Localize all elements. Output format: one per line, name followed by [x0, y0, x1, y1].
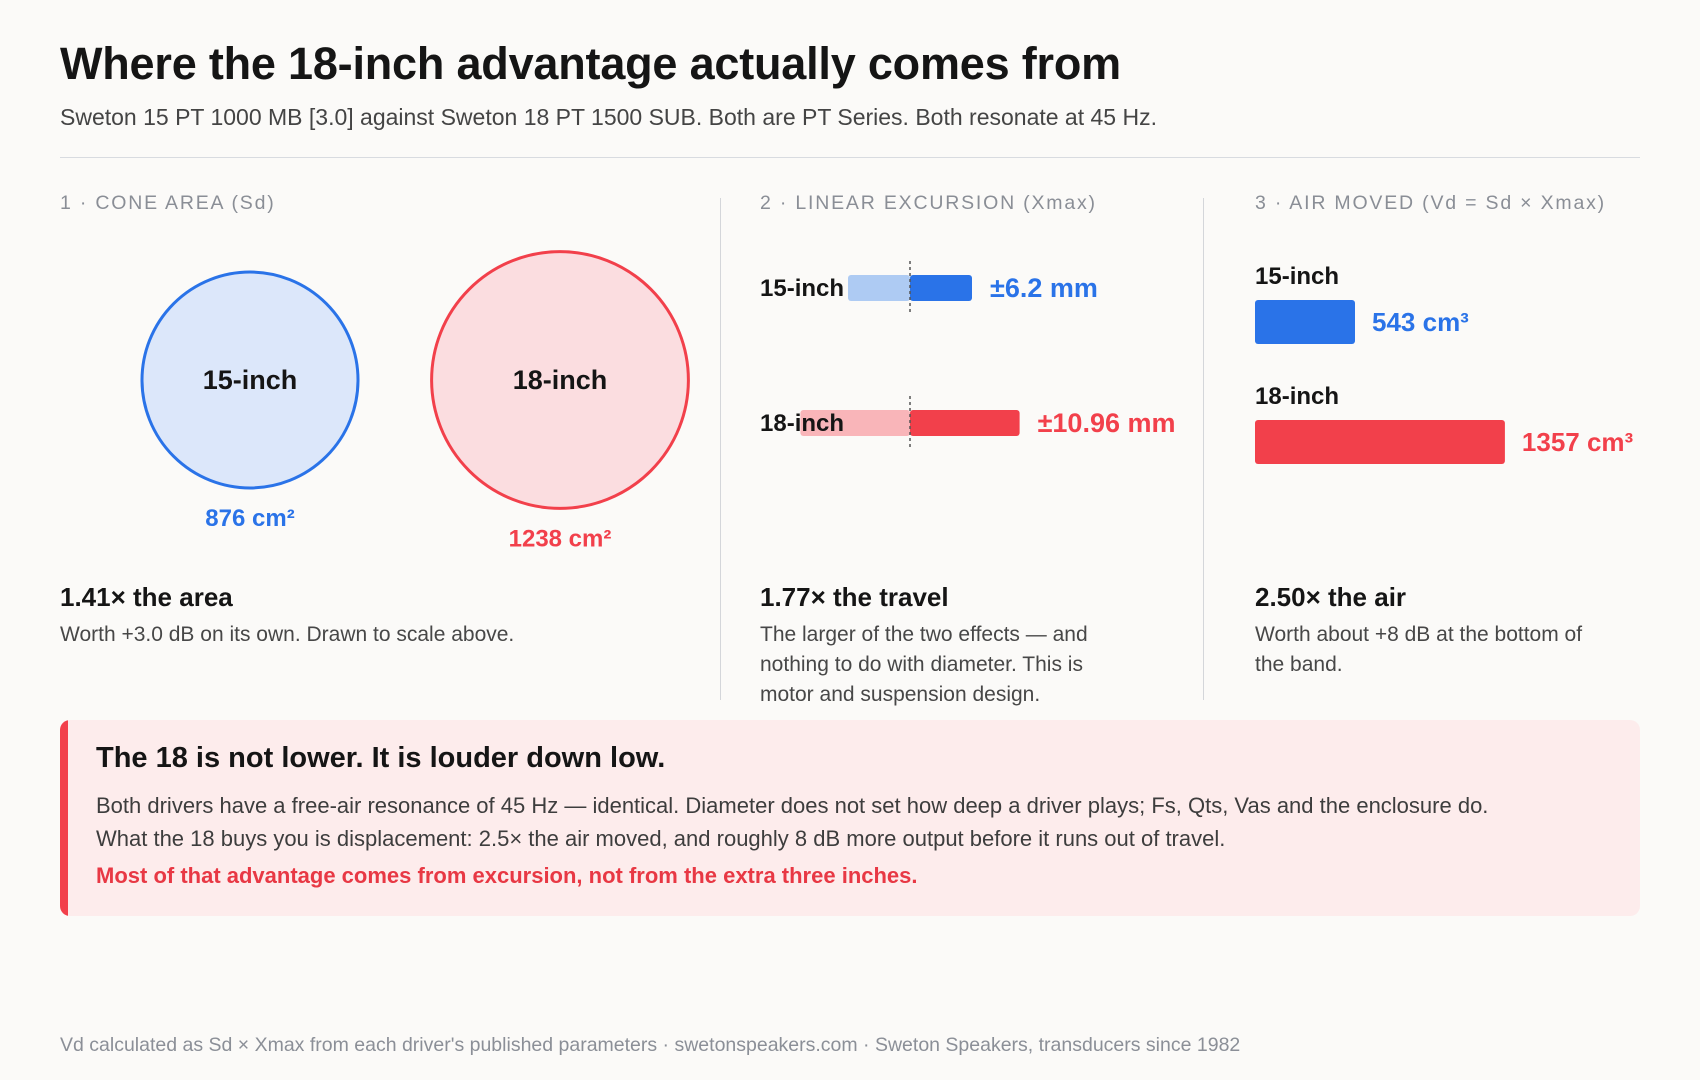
ratio-title-travel: 1.77× the travel [760, 582, 949, 612]
page-title: Where the 18-inch advantage actually com… [60, 38, 1121, 89]
excursion-bar-positive-18-inch [910, 410, 1020, 436]
ratio-desc-travel: The larger of the two effects — and noth… [760, 623, 1088, 706]
section-label-air-moved: 3 · AIR MOVED (Vd = Sd × Xmax) [1255, 192, 1606, 214]
air-label-18-inch: 18-inch [1255, 383, 1339, 410]
excursion-bars: 15-inch ±6.2 mm 18-inch ±10.96 mm [760, 261, 1176, 450]
callout-accent-bar [60, 720, 68, 916]
callout-body: Both drivers have a free-air resonance o… [96, 793, 1489, 851]
excursion-bar-negative-15-inch [848, 275, 910, 301]
cone-label-18-inch: 18-inch [513, 365, 608, 395]
cone-area-circles: 15-inch 876 cm² 18-inch 1238 cm² [140, 250, 690, 552]
cone-value-15-inch: 876 cm² [205, 505, 294, 532]
excursion-label-15-inch: 15-inch [760, 275, 844, 302]
cone-circle-15-inch [140, 270, 360, 490]
excursion-bar-negative-18-inch [800, 410, 910, 436]
callout-title: The 18 is not lower. It is louder down l… [96, 742, 666, 774]
cone-circle-18-inch [430, 250, 690, 510]
comparison-visuals: 15-inch 876 cm² 18-inch 1238 cm² 15-inch ±6.… [140, 250, 1634, 552]
section-label-cone-area: 1 · CONE AREA (Sd) [60, 192, 276, 214]
excursion-bar-positive-15-inch [910, 275, 972, 301]
ratio-desc-area: Worth +3.0 dB on its own. Drawn to scale… [60, 623, 515, 646]
air-value-15-inch: 543 cm³ [1372, 307, 1469, 337]
page-subtitle: Sweton 15 PT 1000 MB [3.0] against Sweto… [60, 104, 1157, 130]
air-bar-15-inch [1255, 300, 1355, 344]
section-label-excursion: 2 · LINEAR EXCURSION (Xmax) [760, 192, 1097, 214]
ratio-title-air: 2.50× the air [1255, 582, 1407, 612]
air-value-18-inch: 1357 cm³ [1522, 427, 1634, 457]
cone-value-18-inch: 1238 cm² [509, 525, 612, 552]
air-bar-18-inch [1255, 420, 1505, 464]
footer-note: Vd calculated as Sd × Xmax from each dri… [60, 1034, 1241, 1056]
excursion-value-15-inch: ±6.2 mm [990, 273, 1098, 303]
ratio-desc-air: Worth about +8 dB at the bottom of the b… [1255, 623, 1583, 676]
excursion-label-18-inch: 18-inch [760, 410, 844, 437]
callout-emphasis: Most of that advantage comes from excurs… [96, 863, 918, 888]
column-divider-2 [1203, 198, 1204, 700]
air-label-15-inch: 15-inch [1255, 263, 1339, 290]
ratio-title-area: 1.41× the area [60, 582, 233, 612]
conclusion-callout: The 18 is not lower. It is louder down l… [60, 720, 1640, 916]
excursion-value-18-inch: ±10.96 mm [1038, 408, 1176, 438]
air-moved-bars: 15-inch 543 cm³ 18-inch 1357 cm³ [1255, 263, 1634, 464]
column-divider-1 [720, 198, 721, 700]
cone-label-15-inch: 15-inch [203, 365, 298, 395]
header-divider [60, 157, 1640, 158]
